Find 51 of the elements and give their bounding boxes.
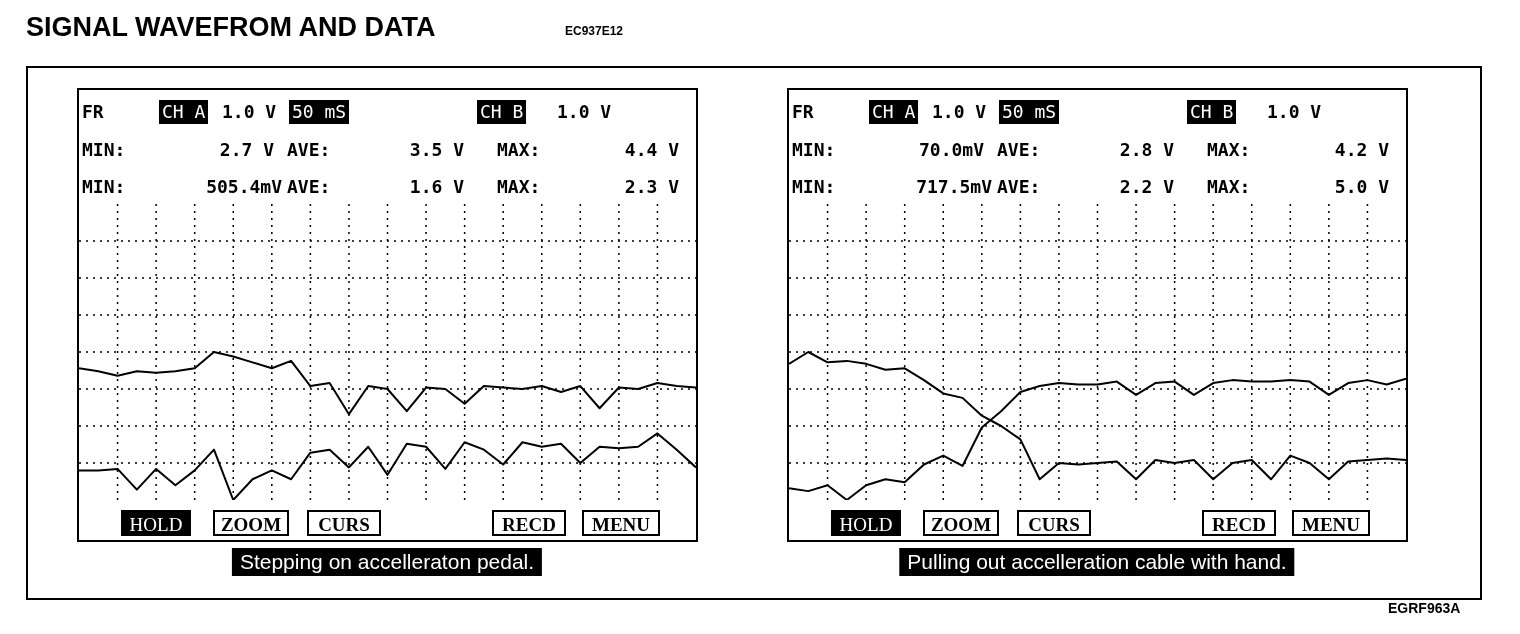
text: 717.5mV — [916, 175, 992, 199]
text: HOLD — [831, 510, 901, 536]
text: 4.4 V — [624, 138, 679, 162]
text: 2.7 V — [219, 138, 274, 162]
text: CH A — [869, 100, 919, 124]
text: AVE: — [287, 138, 331, 162]
text: 50 mS — [289, 100, 350, 124]
text: AVE: — [287, 175, 331, 199]
text: 3.5 V — [409, 138, 464, 162]
text: 2.3 V — [624, 175, 679, 199]
text: 70.0mV — [918, 138, 984, 162]
text: MAX: — [497, 138, 541, 162]
text: 1.0 V — [222, 100, 277, 124]
text: Pulling out accelleration cable with hand. — [899, 548, 1295, 576]
text: 1.0 V — [557, 100, 612, 124]
text: ZOOM — [923, 510, 999, 536]
text: MIN: — [82, 175, 126, 199]
text: MENU — [1292, 510, 1370, 536]
text: ZOOM — [213, 510, 289, 536]
text: MIN: — [792, 138, 836, 162]
text: MIN: — [792, 175, 836, 199]
text: 505.4mV — [206, 175, 282, 199]
text: EC937E12 — [565, 24, 624, 38]
text: 5.0 V — [1334, 175, 1389, 199]
text: AVE: — [997, 175, 1041, 199]
text: MAX: — [497, 175, 541, 199]
text: MIN: — [82, 138, 126, 162]
text: MAX: — [1207, 175, 1251, 199]
text: 50 mS — [999, 100, 1060, 124]
text: 4.2 V — [1334, 138, 1389, 162]
text: CURS — [307, 510, 381, 536]
text: MENU — [582, 510, 660, 536]
text: FR — [792, 100, 814, 124]
text: CH B — [1187, 100, 1237, 124]
chart-title: SIGNAL WAVEFROM AND DATA — [26, 12, 436, 43]
text: 2.2 V — [1119, 175, 1174, 199]
text: EGRF963A — [1388, 600, 1461, 616]
text: CH B — [477, 100, 527, 124]
text: AVE: — [997, 138, 1041, 162]
text: 1.0 V — [1267, 100, 1322, 124]
text: CURS — [1017, 510, 1091, 536]
text: RECD — [492, 510, 566, 536]
text: Stepping on accelleraton pedal. — [231, 548, 543, 576]
text: 2.8 V — [1119, 138, 1174, 162]
text: 1.6 V — [409, 175, 464, 199]
text: RECD — [1202, 510, 1276, 536]
text: 1.0 V — [932, 100, 987, 124]
text: MAX: — [1207, 138, 1251, 162]
text: CH A — [159, 100, 209, 124]
text: HOLD — [121, 510, 191, 536]
text: FR — [82, 100, 104, 124]
